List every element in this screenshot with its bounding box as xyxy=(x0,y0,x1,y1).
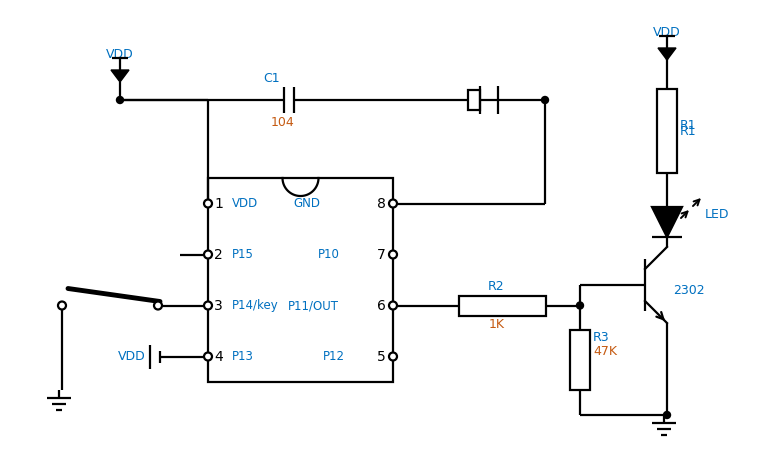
Text: 5: 5 xyxy=(377,349,386,364)
Circle shape xyxy=(117,96,124,104)
Bar xyxy=(208,178,393,382)
Circle shape xyxy=(389,301,397,309)
Bar xyxy=(468,90,480,110)
Text: 104: 104 xyxy=(271,116,295,129)
Circle shape xyxy=(664,412,671,419)
Text: R3: R3 xyxy=(593,331,610,344)
Circle shape xyxy=(204,200,212,207)
Text: VDD: VDD xyxy=(232,197,258,210)
Bar xyxy=(570,330,590,390)
Text: VDD: VDD xyxy=(118,350,145,363)
Text: R1: R1 xyxy=(680,118,696,131)
Text: 8: 8 xyxy=(377,196,386,211)
Text: 3: 3 xyxy=(214,299,223,313)
Text: P13: P13 xyxy=(232,350,254,363)
Text: R1: R1 xyxy=(680,124,696,137)
Circle shape xyxy=(204,301,212,309)
Polygon shape xyxy=(111,70,129,82)
Text: 7: 7 xyxy=(377,248,386,261)
Text: VDD: VDD xyxy=(106,47,134,60)
Text: 4: 4 xyxy=(214,349,223,364)
Text: P10: P10 xyxy=(318,248,340,261)
Text: C1: C1 xyxy=(263,72,279,85)
Text: P11/OUT: P11/OUT xyxy=(288,299,339,312)
Text: P14/key: P14/key xyxy=(232,299,279,312)
Text: P12: P12 xyxy=(323,350,345,363)
Text: 47K: 47K xyxy=(593,345,617,358)
Circle shape xyxy=(389,353,397,361)
Text: P15: P15 xyxy=(232,248,254,261)
Polygon shape xyxy=(652,207,682,237)
Bar xyxy=(459,296,546,315)
Text: 1: 1 xyxy=(214,196,223,211)
Circle shape xyxy=(389,250,397,259)
Text: 6: 6 xyxy=(377,299,386,313)
Text: 1K: 1K xyxy=(489,318,504,331)
Text: 2: 2 xyxy=(214,248,223,261)
Circle shape xyxy=(541,96,548,104)
Circle shape xyxy=(389,200,397,207)
Text: LED: LED xyxy=(705,207,730,220)
Circle shape xyxy=(154,301,162,309)
Circle shape xyxy=(204,353,212,361)
Text: VDD: VDD xyxy=(653,25,681,39)
Text: GND: GND xyxy=(293,197,320,210)
Circle shape xyxy=(204,250,212,259)
Text: 2302: 2302 xyxy=(673,284,705,296)
Polygon shape xyxy=(658,48,676,60)
Circle shape xyxy=(576,302,584,309)
Circle shape xyxy=(58,301,66,309)
Text: R2: R2 xyxy=(488,280,505,293)
Bar xyxy=(657,89,677,173)
